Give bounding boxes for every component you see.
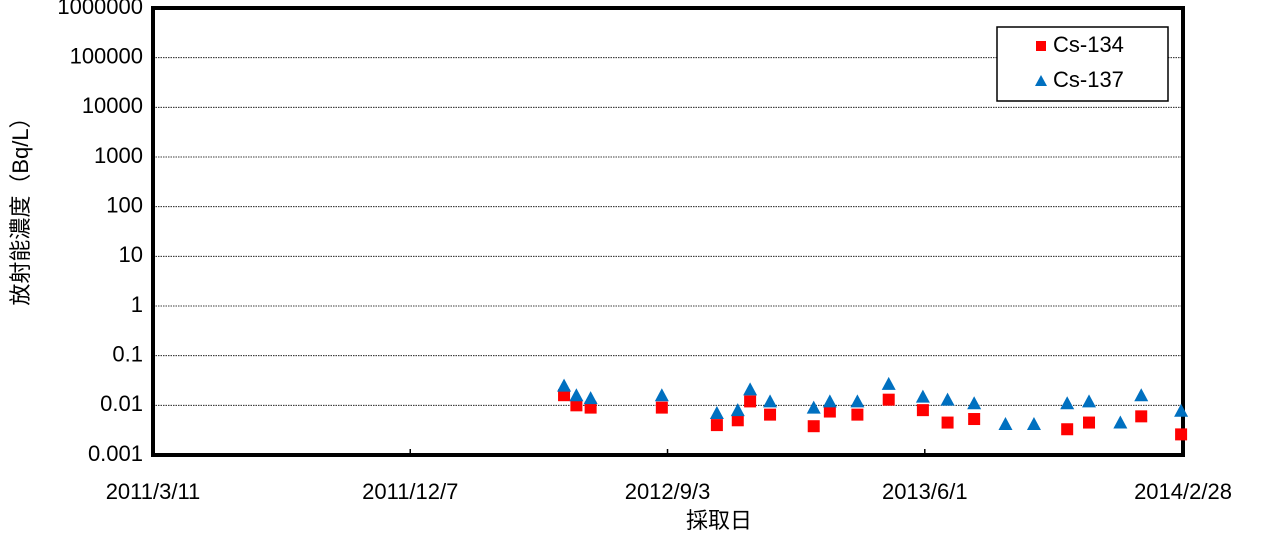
data-point bbox=[743, 382, 758, 396]
data-point bbox=[710, 419, 723, 432]
data-point bbox=[998, 417, 1013, 431]
x-tick-label: 2012/9/3 bbox=[625, 479, 711, 504]
y-tick-label: 0.001 bbox=[88, 441, 143, 466]
data-point bbox=[569, 388, 584, 402]
data-point bbox=[584, 401, 597, 414]
legend-marker bbox=[1035, 75, 1047, 86]
data-point bbox=[654, 388, 669, 402]
legend-label: Cs-134 bbox=[1053, 32, 1124, 57]
data-point bbox=[583, 391, 598, 405]
y-tick-label: 1000000 bbox=[57, 0, 143, 19]
data-point bbox=[940, 392, 955, 406]
y-tick-label: 10000 bbox=[82, 93, 143, 118]
data-point bbox=[763, 394, 778, 408]
x-tick-label: 2011/3/11 bbox=[106, 479, 201, 504]
data-point bbox=[915, 389, 930, 403]
plot-frame bbox=[151, 6, 1185, 457]
data-point bbox=[557, 378, 572, 392]
legend-label: Cs-137 bbox=[1053, 67, 1124, 92]
data-point bbox=[851, 408, 864, 421]
data-point bbox=[709, 406, 724, 420]
data-point bbox=[1174, 403, 1189, 417]
data-point bbox=[570, 399, 583, 412]
data-point bbox=[1113, 415, 1128, 429]
data-point bbox=[1061, 423, 1074, 436]
y-tick-label: 1000 bbox=[94, 143, 143, 168]
data-point bbox=[1083, 416, 1096, 429]
data-point bbox=[968, 413, 981, 426]
data-point bbox=[1082, 394, 1097, 408]
data-point bbox=[731, 414, 744, 427]
data-point bbox=[730, 403, 745, 417]
data-point bbox=[744, 395, 757, 408]
x-tick-label: 2014/2/28 bbox=[1134, 479, 1232, 504]
data-point bbox=[1175, 428, 1188, 441]
y-tick-label: 0.1 bbox=[112, 341, 143, 366]
data-point bbox=[1134, 388, 1149, 402]
data-point bbox=[941, 416, 954, 429]
y-tick-label: 10 bbox=[119, 242, 143, 267]
y-tick-label: 100 bbox=[106, 192, 143, 217]
legend-marker bbox=[1036, 41, 1046, 51]
data-point bbox=[882, 393, 895, 406]
data-point bbox=[1060, 396, 1075, 410]
data-point bbox=[822, 394, 837, 408]
x-tick-label: 2013/6/1 bbox=[882, 479, 968, 504]
data-point bbox=[1135, 410, 1148, 423]
data-point bbox=[967, 396, 982, 410]
data-point bbox=[823, 405, 836, 418]
data-point bbox=[807, 420, 820, 433]
data-point bbox=[655, 401, 668, 414]
data-point bbox=[881, 376, 896, 390]
data-point bbox=[558, 389, 571, 402]
y-axis-label: 放射能濃度（Bq/L） bbox=[8, 106, 33, 305]
data-point bbox=[764, 408, 777, 421]
y-tick-label: 1 bbox=[131, 292, 143, 317]
y-tick-label: 0.01 bbox=[100, 391, 143, 416]
data-point bbox=[1026, 417, 1041, 431]
x-axis-label: 採取日 bbox=[686, 508, 752, 533]
x-tick-label: 2011/12/7 bbox=[362, 479, 458, 504]
data-point bbox=[916, 404, 929, 417]
data-point bbox=[806, 400, 821, 414]
legend-box bbox=[996, 26, 1169, 102]
data-point bbox=[850, 394, 865, 408]
y-tick-label: 100000 bbox=[70, 43, 143, 68]
